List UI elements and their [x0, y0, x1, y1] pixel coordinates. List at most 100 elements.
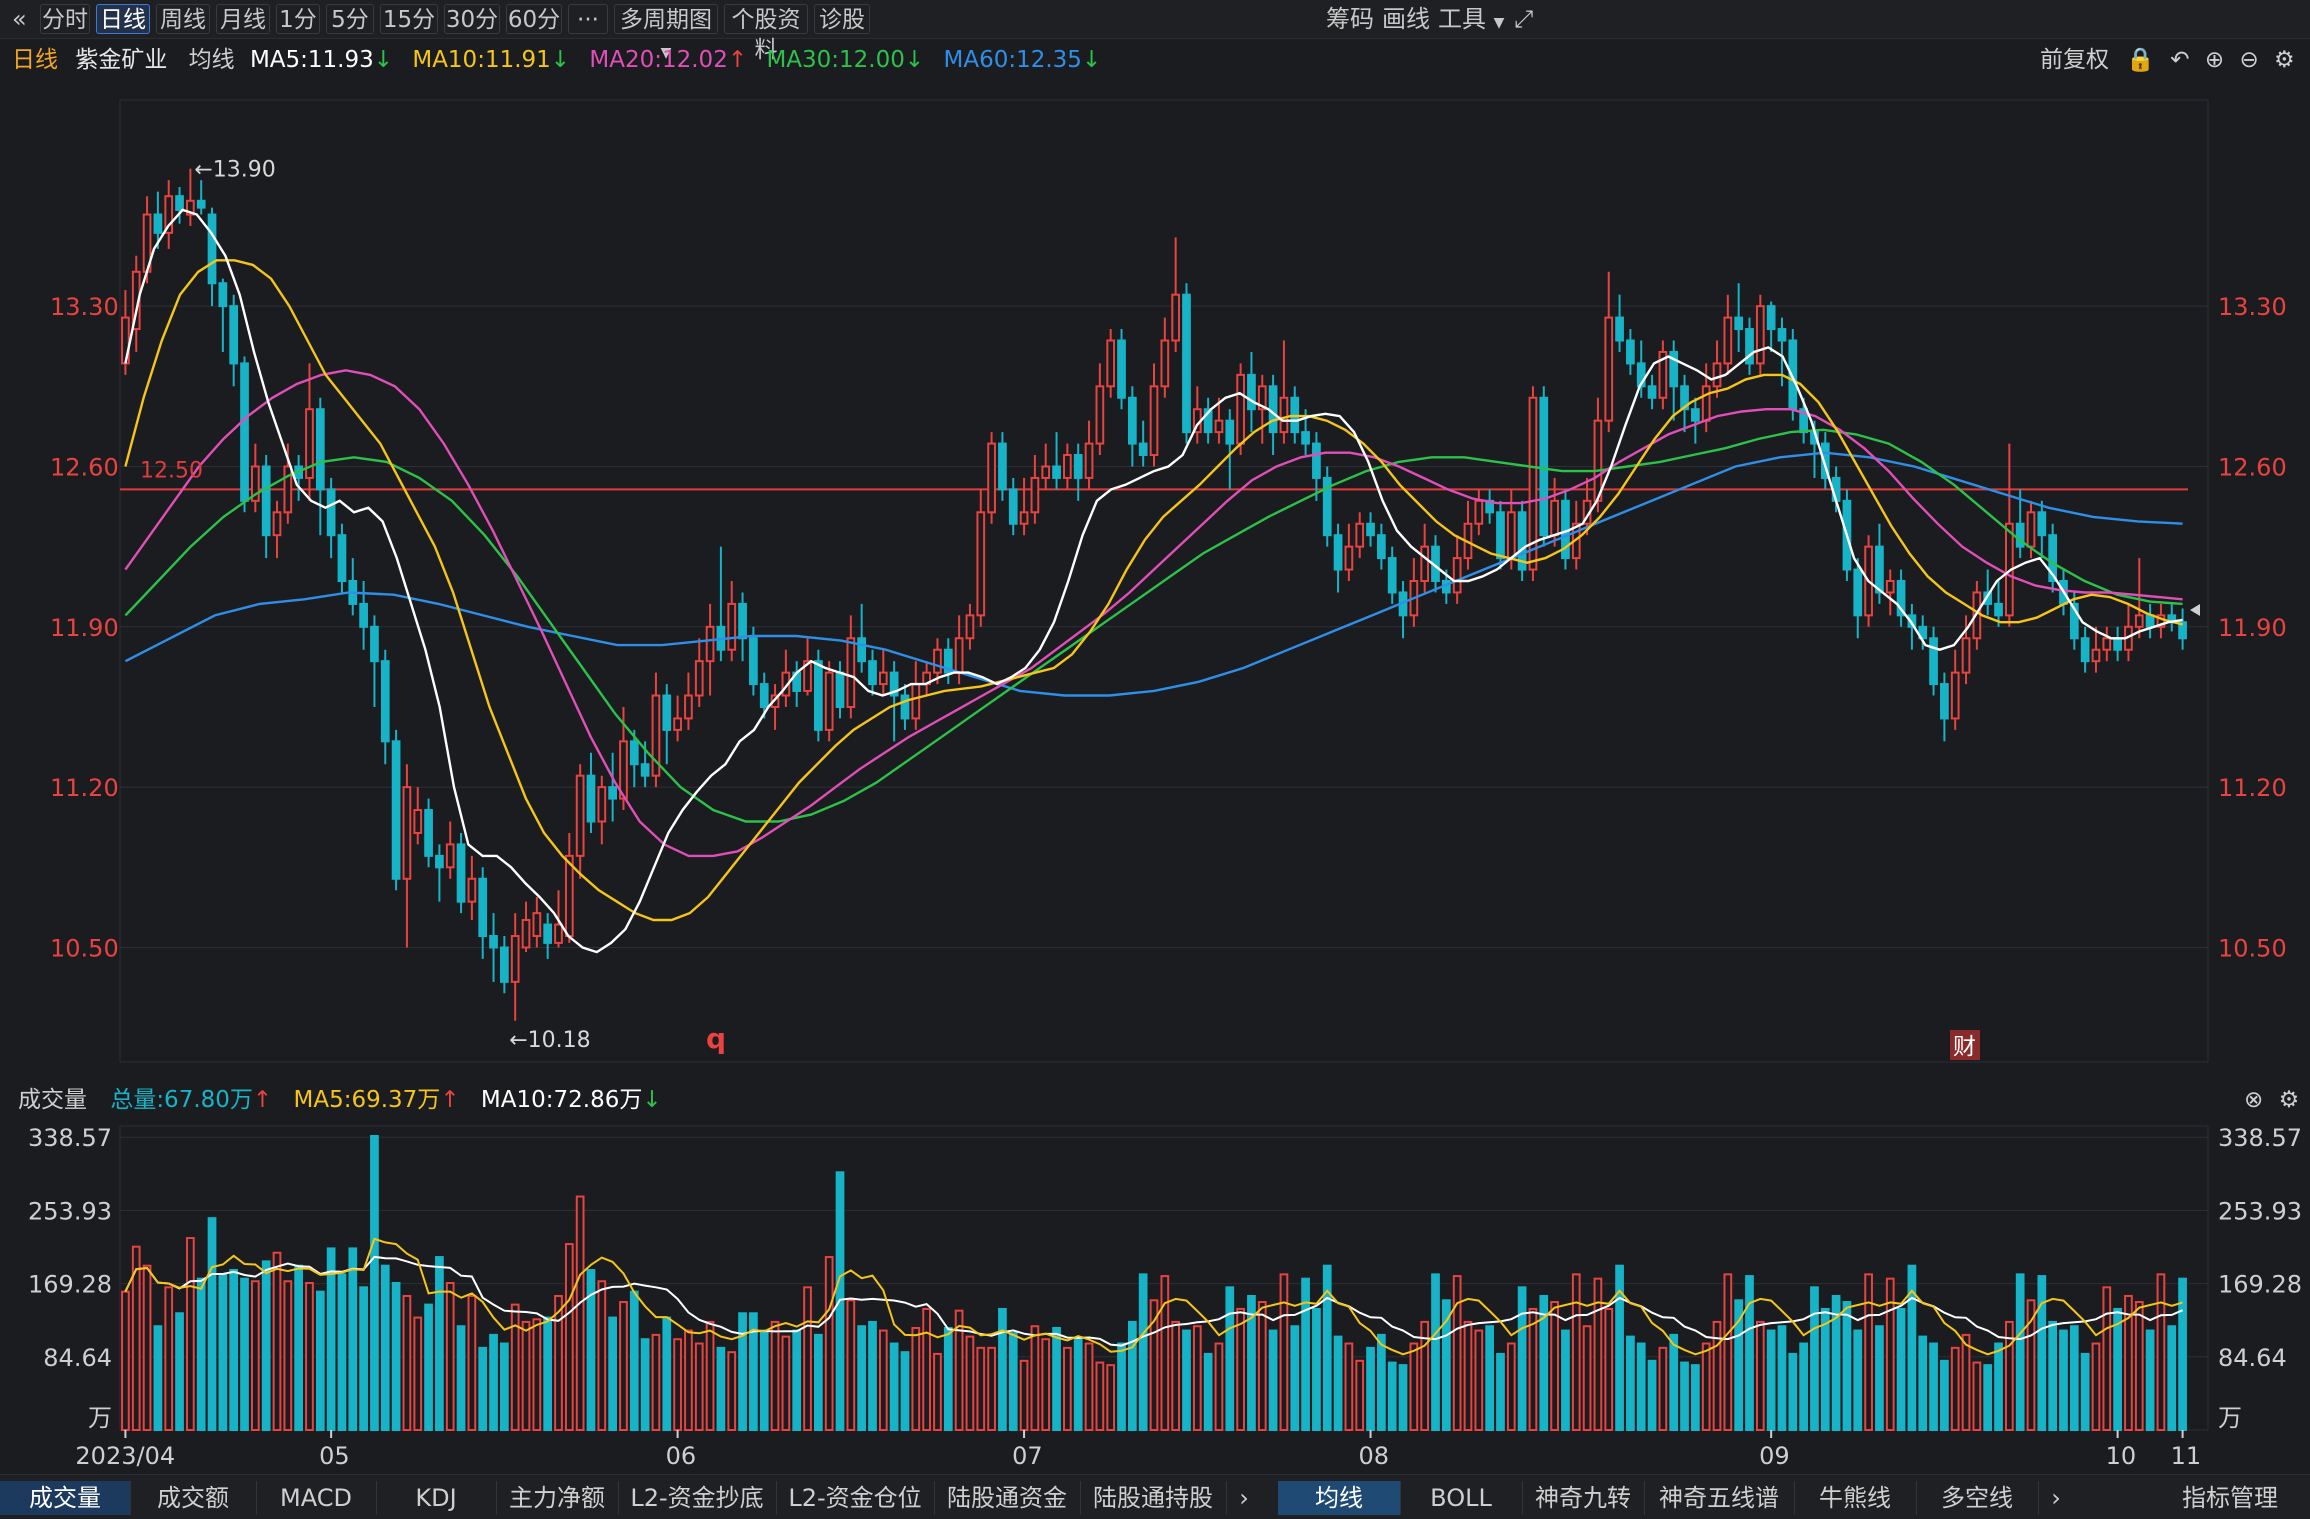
candle-body — [1452, 557, 1462, 594]
tab-rixian[interactable]: 日线 — [96, 4, 150, 34]
volume-bar — [1030, 1325, 1040, 1432]
candle-body — [1041, 465, 1051, 479]
candle-body — [1875, 545, 1884, 594]
tab-1min[interactable]: 1分 — [276, 4, 320, 34]
candle-body — [954, 637, 964, 674]
candle-body — [749, 637, 758, 686]
candle — [608, 752, 617, 822]
volume-bar — [1604, 1307, 1614, 1431]
price-legend: 日线 紫金矿业 均线 MA5:11.93↓ MA10:11.91↓ MA20:1… — [12, 44, 1101, 76]
fullscreen-icon[interactable]: ⤢ — [1514, 5, 1534, 33]
volume-bar — [651, 1333, 661, 1431]
tab-hk-flow[interactable]: 陆股通资金 — [934, 1481, 1081, 1515]
volume-bar — [1907, 1264, 1917, 1432]
volume-bar — [1885, 1277, 1895, 1432]
profile-button[interactable]: 个股资料 — [724, 4, 808, 63]
tab-l2-bottom[interactable]: L2-资金抄底 — [618, 1481, 777, 1515]
volume-total: 总量:67.80万↑ — [110, 1087, 273, 1113]
tab-5min[interactable]: 5分 — [326, 4, 374, 34]
double-chevron-left-icon[interactable]: « — [12, 5, 27, 33]
tab-main-net[interactable]: 主力净额 — [496, 1481, 619, 1515]
gear-icon[interactable]: ⚙ — [2274, 47, 2295, 73]
gear-icon[interactable]: ⚙ — [2278, 1087, 2300, 1113]
indicator-manage-button[interactable]: 指标管理 — [2182, 1484, 2278, 1512]
y-tick-label-left: 13.30 — [50, 293, 119, 321]
volume-bar — [1409, 1342, 1419, 1432]
candle-body — [1182, 293, 1191, 434]
tab-ma[interactable]: 均线 — [1278, 1481, 1401, 1515]
volume-bar — [857, 1325, 867, 1432]
candle — [998, 432, 1007, 501]
candle — [868, 649, 877, 696]
adjust-label[interactable]: 前复权 — [2040, 47, 2109, 73]
candle-body — [738, 602, 747, 640]
volume-bar — [1355, 1359, 1365, 1431]
candle-body — [1550, 499, 1559, 537]
close-icon[interactable]: ⊗ — [2244, 1087, 2264, 1113]
tab-fenshi[interactable]: 分时 — [40, 4, 90, 34]
candle — [759, 672, 769, 719]
chevron-right-icon[interactable]: › — [1239, 1484, 1249, 1512]
tab-60min[interactable]: 60分 — [506, 4, 562, 34]
candle — [1669, 340, 1679, 421]
candle-body — [2102, 637, 2112, 651]
candle — [359, 581, 368, 650]
diagnose-button[interactable]: 诊股 — [814, 4, 870, 34]
candle — [2091, 626, 2101, 673]
ma30-line — [124, 428, 2183, 823]
tab-magic5[interactable]: 神奇五线谱 — [1644, 1481, 1795, 1515]
volume-bar — [1842, 1301, 1852, 1432]
volume-bar — [716, 1346, 726, 1431]
volume-bar — [2004, 1320, 2014, 1431]
more-button[interactable]: ··· — [568, 4, 608, 34]
tab-turnover[interactable]: 成交额 — [130, 1481, 257, 1515]
tab-30min[interactable]: 30分 — [444, 4, 500, 34]
candle — [1063, 443, 1072, 490]
ma60-line — [124, 451, 2183, 697]
tab-volume[interactable]: 成交量 — [0, 1481, 131, 1515]
tab-boll[interactable]: BOLL — [1400, 1481, 1523, 1515]
volume-bar — [445, 1282, 455, 1431]
tab-l2-position[interactable]: L2-资金仓位 — [776, 1481, 935, 1515]
chips-button[interactable]: 筹码 — [1326, 5, 1374, 33]
lock-icon[interactable]: 🔒 — [2126, 47, 2155, 73]
candle-body — [2015, 522, 2025, 548]
candlestick-chart[interactable]: 13.30 13.30 12.60 12.60 11.90 11.90 11.20 11.20… — [0, 0, 2310, 1474]
candle — [1496, 500, 1505, 570]
tab-zhouxian[interactable]: 周线 — [156, 4, 210, 34]
tools-button[interactable]: 工具 ▼ — [1438, 4, 1504, 34]
volume-bar — [1463, 1320, 1473, 1431]
volume-bar — [2124, 1294, 2133, 1431]
tab-long-short[interactable]: 多空线 — [1916, 1481, 2039, 1515]
candle-body — [337, 534, 347, 583]
volume-label: 成交量 — [18, 1087, 87, 1113]
candle-body — [1149, 385, 1159, 457]
candle — [1160, 317, 1170, 398]
tab-15min[interactable]: 15分 — [380, 4, 438, 34]
tab-kdj[interactable]: KDJ — [376, 1481, 497, 1515]
candle-body — [283, 465, 293, 514]
candle — [467, 855, 477, 920]
candle-body — [164, 195, 174, 234]
ma10-line — [124, 259, 2183, 922]
candle-body — [1387, 557, 1397, 594]
tab-magic9[interactable]: 神奇九转 — [1522, 1481, 1645, 1515]
multi-period-button[interactable]: 多周期图 ▼ — [614, 4, 718, 61]
undo-icon[interactable]: ↶ — [2170, 47, 2190, 73]
volume-bar — [186, 1237, 195, 1431]
candle-body — [1885, 580, 1895, 594]
ma20-line — [124, 369, 2183, 858]
zoom-out-icon[interactable]: ⊖ — [2239, 47, 2259, 73]
zoom-in-icon[interactable]: ⊕ — [2204, 47, 2225, 73]
tab-bull-bear[interactable]: 牛熊线 — [1794, 1481, 1917, 1515]
chevron-right-icon[interactable]: › — [2051, 1484, 2061, 1512]
draw-button[interactable]: 画线 — [1382, 5, 1430, 33]
candle-body — [1268, 385, 1278, 434]
candle-body — [2026, 511, 2036, 548]
candle-body — [846, 637, 856, 708]
tab-yuexian[interactable]: 月线 — [216, 4, 270, 34]
tab-hk-hold[interactable]: 陆股通持股 — [1080, 1481, 1227, 1515]
volume-bar — [326, 1247, 336, 1431]
candle — [315, 397, 325, 536]
tab-macd[interactable]: MACD — [256, 1481, 377, 1515]
